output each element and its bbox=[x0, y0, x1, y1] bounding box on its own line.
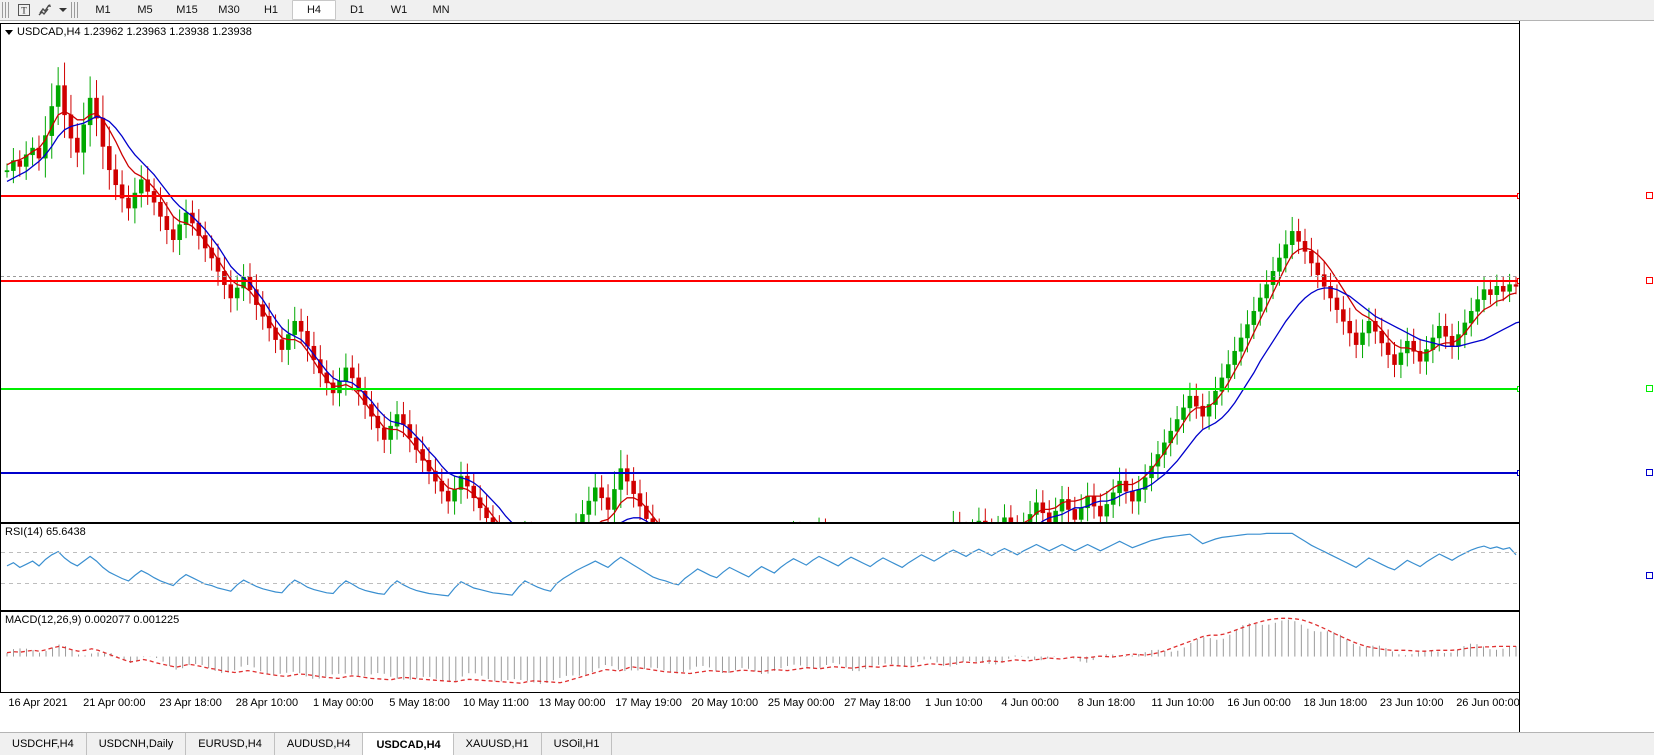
toolbar-grip-1[interactable] bbox=[2, 2, 9, 18]
time-tick-label: 20 May 10:00 bbox=[691, 697, 759, 709]
time-tick-label: 28 Apr 10:00 bbox=[235, 697, 299, 709]
chart-window-tabs: USDCHF,H4 USDCNH,Daily EURUSD,H4 AUDUSD,H4 U… bbox=[0, 732, 1654, 755]
price-axis[interactable]: 1.264301.259701.255001.245701.241101.236… bbox=[1520, 21, 1654, 732]
window-tab-usdcnh-daily[interactable]: USDCNH,Daily bbox=[87, 733, 187, 755]
time-tick-label: 23 Apr 18:00 bbox=[159, 697, 222, 709]
timeframe-d1[interactable]: D1 bbox=[349, 4, 365, 16]
time-tick-label: 11 Jun 10:00 bbox=[1151, 697, 1215, 709]
time-tick-label: 21 Apr 00:00 bbox=[83, 697, 146, 709]
rsi-level-70 bbox=[1, 551, 1519, 553]
time-tick-label: 8 Jun 18:00 bbox=[1077, 697, 1136, 709]
time-tick-label: 16 Apr 2021 bbox=[8, 697, 68, 709]
timeframe-m30[interactable]: M30 bbox=[218, 4, 240, 16]
timeframe-w1[interactable]: W1 bbox=[390, 4, 408, 16]
chart-header-text: USDCAD,H4 1.23962 1.23963 1.23938 1.2393… bbox=[17, 26, 252, 38]
time-tick-label: 26 Jun 00:00 bbox=[1456, 697, 1520, 709]
level-anchor[interactable] bbox=[1646, 385, 1653, 392]
rsi-level-30 bbox=[1, 583, 1519, 585]
text-tool-icon[interactable]: T bbox=[13, 1, 35, 19]
collapse-caret-icon[interactable] bbox=[5, 29, 13, 35]
timeframe-mn[interactable]: MN bbox=[432, 4, 450, 16]
time-tick-label: 13 May 00:00 bbox=[538, 697, 606, 709]
level-anchor[interactable] bbox=[1646, 469, 1653, 476]
window-tab-eurusd-h4[interactable]: EURUSD,H4 bbox=[186, 733, 275, 755]
level-handle[interactable] bbox=[1517, 193, 1519, 199]
level-line-support-green[interactable] bbox=[1, 386, 1519, 392]
window-tab-xauusd-h1[interactable]: XAUUSD,H1 bbox=[454, 733, 542, 755]
timeframe-m15[interactable]: M15 bbox=[176, 4, 198, 16]
axis-divider bbox=[1519, 21, 1520, 732]
timeframe-h4[interactable]: H4 bbox=[292, 0, 336, 20]
timeframe-h1[interactable]: H1 bbox=[263, 4, 279, 16]
macd-pane[interactable]: MACD(12,26,9) 0.002077 0.001225 bbox=[0, 611, 1654, 693]
rsi-pane[interactable]: RSI(14) 65.6438 bbox=[0, 523, 1654, 611]
indicators-icon[interactable] bbox=[35, 1, 57, 19]
window-tab-audusd-h4[interactable]: AUDUSD,H4 bbox=[275, 733, 364, 755]
chart-area[interactable]: USDCAD,H4 1.23962 1.23963 1.23938 1.2393… bbox=[0, 21, 1654, 732]
time-tick-label: 1 May 00:00 bbox=[312, 697, 374, 709]
toolbar: T M1 M5 M15 M30 H1 H4 D1 W1 MN bbox=[0, 0, 1654, 21]
time-tick-label: 16 Jun 00:00 bbox=[1227, 697, 1291, 709]
level-handle[interactable] bbox=[1517, 278, 1519, 284]
level-line-resistance-1[interactable] bbox=[1, 193, 1519, 199]
level-anchor[interactable] bbox=[1646, 572, 1653, 579]
window-tab-usdcad-h4[interactable]: USDCAD,H4 bbox=[363, 733, 454, 755]
chart-header: USDCAD,H4 1.23962 1.23963 1.23938 1.2393… bbox=[5, 26, 252, 38]
toolbar-grip-2[interactable] bbox=[71, 2, 78, 18]
chevron-down-icon[interactable] bbox=[57, 1, 69, 19]
rsi-plot bbox=[1, 524, 1519, 610]
level-handle[interactable] bbox=[1517, 470, 1519, 476]
time-tick-label: 4 Jun 00:00 bbox=[1001, 697, 1059, 709]
macd-header: MACD(12,26,9) 0.002077 0.001225 bbox=[5, 614, 180, 626]
level-handle[interactable] bbox=[1517, 386, 1519, 392]
level-line-resistance-2[interactable] bbox=[1, 278, 1519, 284]
price-pane[interactable]: USDCAD,H4 1.23962 1.23963 1.23938 1.2393… bbox=[0, 23, 1654, 523]
time-tick-label: 27 May 18:00 bbox=[844, 697, 911, 709]
current-price-line bbox=[1, 276, 1519, 277]
svg-text:T: T bbox=[21, 6, 27, 16]
level-anchor[interactable] bbox=[1646, 277, 1653, 284]
time-tick-label: 25 May 00:00 bbox=[767, 697, 835, 709]
time-tick-label: 1 Jun 10:00 bbox=[925, 697, 983, 709]
rsi-header: RSI(14) 65.6438 bbox=[5, 526, 86, 538]
time-tick-label: 10 May 11:00 bbox=[462, 697, 529, 709]
time-tick-label: 17 May 19:00 bbox=[615, 697, 682, 709]
time-tick-label: 5 May 18:00 bbox=[389, 697, 450, 709]
window-tab-usdchf-h4[interactable]: USDCHF,H4 bbox=[0, 733, 87, 755]
timeframe-m5[interactable]: M5 bbox=[137, 4, 153, 16]
timeframe-m1[interactable]: M1 bbox=[95, 4, 111, 16]
time-axis[interactable]: 16 Apr 2021 21 Apr 00:00 23 Apr 18:00 28 Ap… bbox=[0, 695, 1654, 713]
time-tick-label: 23 Jun 10:00 bbox=[1379, 697, 1444, 709]
level-anchor[interactable] bbox=[1646, 192, 1653, 199]
time-tick-label: 18 Jun 18:00 bbox=[1303, 697, 1368, 709]
window-tab-usoil-h1[interactable]: USOil,H1 bbox=[542, 733, 613, 755]
macd-plot bbox=[1, 612, 1519, 692]
price-plot bbox=[1, 24, 1519, 522]
timeframe-list: M1 M5 M15 M30 H1 H4 D1 W1 MN bbox=[82, 0, 462, 20]
level-line-support-blue-1[interactable] bbox=[1, 470, 1519, 476]
